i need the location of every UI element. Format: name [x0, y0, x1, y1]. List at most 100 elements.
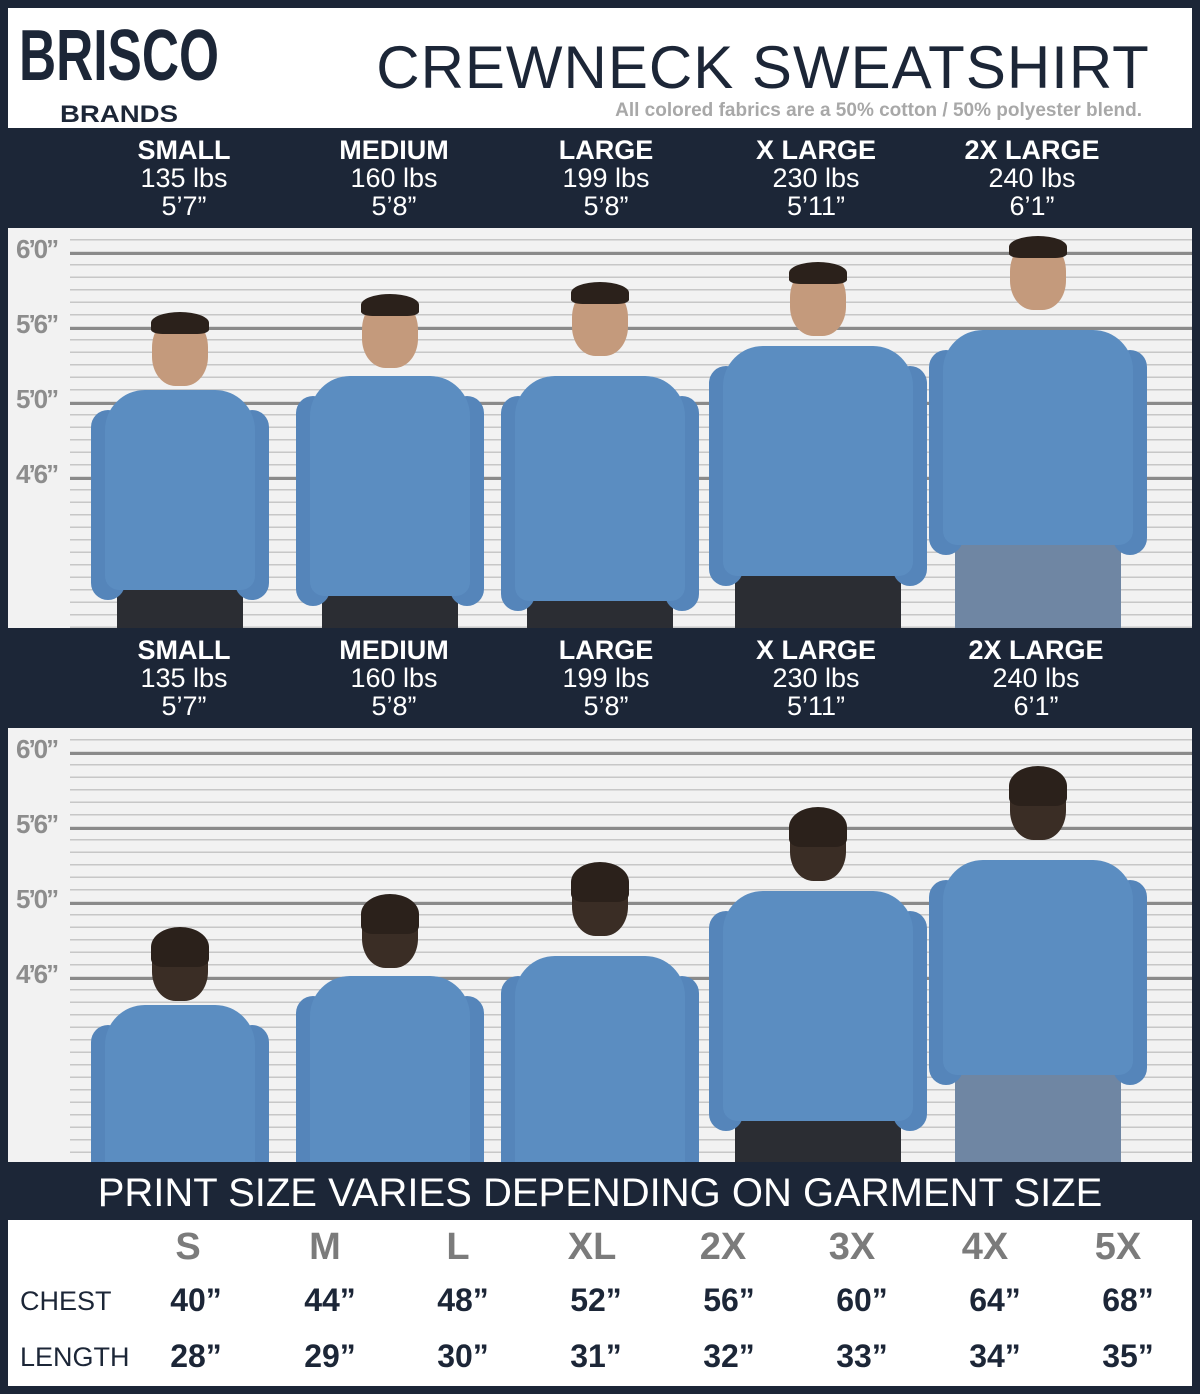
size-name: 2X LARGE — [968, 635, 1104, 665]
height-line — [70, 902, 1192, 905]
size-label-medium: MEDIUM 160 lbs 5’8” — [294, 136, 494, 220]
height-line — [70, 252, 1192, 255]
size-label-large: LARGE 199 lbs 5’8” — [506, 636, 706, 720]
front-size-band: SMALL 135 lbs 5’7” MEDIUM 160 lbs 5’8” LARGE… — [8, 128, 1192, 228]
size-weight: 135 lbs — [140, 163, 228, 193]
size-weight: 240 lbs — [988, 163, 1076, 193]
table-cell: 28” — [170, 1338, 222, 1374]
table-cell: 40” — [170, 1282, 222, 1318]
table-cell: 68” — [1102, 1282, 1154, 1318]
print-size-notice: PRINT SIZE VARIES DEPENDING ON GARMENT S… — [97, 1171, 1103, 1215]
height-label: 4’6” — [16, 959, 59, 989]
hair — [571, 862, 629, 902]
size-name: SMALL — [137, 135, 231, 165]
size-weight: 160 lbs — [350, 163, 438, 193]
page-title: CREWNECK SWEATSHIRT — [376, 34, 1150, 101]
height-label: 5’0” — [16, 884, 59, 914]
size-weight: 135 lbs — [140, 663, 228, 693]
height-line — [70, 827, 1192, 830]
height-line — [70, 327, 1192, 330]
height-label: 5’0” — [16, 384, 59, 414]
height-label: 6’0” — [16, 734, 59, 764]
back-size-band: SMALL 135 lbs 5’7” MEDIUM 160 lbs 5’8” LARGE… — [8, 628, 1192, 728]
hair — [151, 927, 209, 967]
row-label: LENGTH — [20, 1342, 130, 1372]
hair — [1009, 766, 1067, 806]
size-label-2xlarge: 2X LARGE 240 lbs 6’1” — [936, 636, 1136, 720]
size-height: 5’7” — [161, 191, 207, 221]
size-name: X LARGE — [755, 135, 876, 165]
table-cell: 52” — [570, 1282, 622, 1318]
size-height: 5’8” — [583, 691, 629, 721]
shirt — [723, 891, 913, 1121]
size-name: SMALL — [137, 635, 231, 665]
size-weight: 230 lbs — [772, 163, 860, 193]
front-photo-panel: 6’0” 5’6” 5’0” 4’6” — [8, 228, 1192, 628]
col-header: 5X — [1094, 1226, 1142, 1268]
hair — [789, 807, 847, 847]
table-cell: 48” — [437, 1282, 489, 1318]
shirt — [105, 390, 255, 590]
size-height: 5’11” — [786, 191, 846, 221]
pants — [955, 535, 1121, 628]
hair — [789, 262, 847, 284]
col-header: XL — [567, 1226, 617, 1268]
size-weight: 240 lbs — [992, 663, 1080, 693]
col-header: 3X — [828, 1226, 876, 1268]
shirt — [943, 860, 1133, 1075]
shirt — [310, 976, 470, 1162]
size-height: 5’8” — [371, 191, 417, 221]
shirt — [943, 330, 1133, 545]
size-label-small: SMALL 135 lbs 5’7” — [84, 636, 284, 720]
size-height: 5’7” — [161, 691, 207, 721]
table-cell: 29” — [304, 1338, 356, 1374]
col-header: 2X — [699, 1226, 747, 1268]
size-name: X LARGE — [755, 635, 876, 665]
back-photo-panel: 6’0” 5’6” 5’0” 4’6” — [8, 728, 1192, 1162]
size-weight: 230 lbs — [772, 663, 860, 693]
hair — [571, 282, 629, 304]
table-cell: 31” — [570, 1338, 622, 1374]
fabric-note: All colored fabrics are a 50% cotton / 5… — [615, 100, 1142, 121]
height-label: 6’0” — [16, 234, 59, 264]
shirt — [310, 376, 470, 596]
hair — [361, 894, 419, 934]
brisco-brands-logo: BRISCO BRANDS — [19, 16, 219, 124]
size-label-small: SMALL 135 lbs 5’7” — [84, 136, 284, 220]
table-cell: 33” — [836, 1338, 888, 1374]
header: BRISCO BRANDS CREWNECK SWEATSHIRT All co… — [8, 8, 1192, 128]
svg-text:BRISCO: BRISCO — [19, 16, 219, 96]
size-height: 6’1” — [1009, 191, 1055, 221]
shirt — [105, 1005, 255, 1162]
size-name: LARGE — [558, 635, 654, 665]
size-table: S M L XL 2X 3X 4X 5X CHEST 40” 44” 48” 52” 56… — [8, 1220, 1192, 1386]
table-cell: 34” — [969, 1338, 1021, 1374]
size-label-medium: MEDIUM 160 lbs 5’8” — [294, 636, 494, 720]
height-label: 5’6” — [16, 309, 59, 339]
table-cell: 35” — [1102, 1338, 1154, 1374]
svg-text:BRANDS: BRANDS — [60, 101, 178, 124]
col-header: 4X — [961, 1226, 1009, 1268]
shirt — [723, 346, 913, 576]
height-line — [70, 752, 1192, 755]
table-cell: 56” — [703, 1282, 755, 1318]
size-weight: 199 lbs — [562, 163, 650, 193]
shirt — [515, 956, 685, 1162]
size-label-xlarge: X LARGE 230 lbs 5’11” — [716, 136, 916, 220]
size-label-large: LARGE 199 lbs 5’8” — [506, 136, 706, 220]
table-cell: 60” — [836, 1282, 888, 1318]
size-height: 5’8” — [371, 691, 417, 721]
size-name: 2X LARGE — [964, 135, 1100, 165]
size-height: 5’8” — [583, 191, 629, 221]
hair — [361, 294, 419, 316]
size-name: MEDIUM — [339, 635, 449, 665]
row-label: CHEST — [20, 1286, 112, 1316]
col-header: L — [446, 1226, 470, 1268]
size-weight: 199 lbs — [562, 663, 650, 693]
table-cell: 30” — [437, 1338, 489, 1374]
pants — [735, 566, 901, 628]
hair — [1009, 236, 1067, 258]
pants — [955, 1065, 1121, 1162]
size-weight: 160 lbs — [350, 663, 438, 693]
table-cell: 64” — [969, 1282, 1021, 1318]
